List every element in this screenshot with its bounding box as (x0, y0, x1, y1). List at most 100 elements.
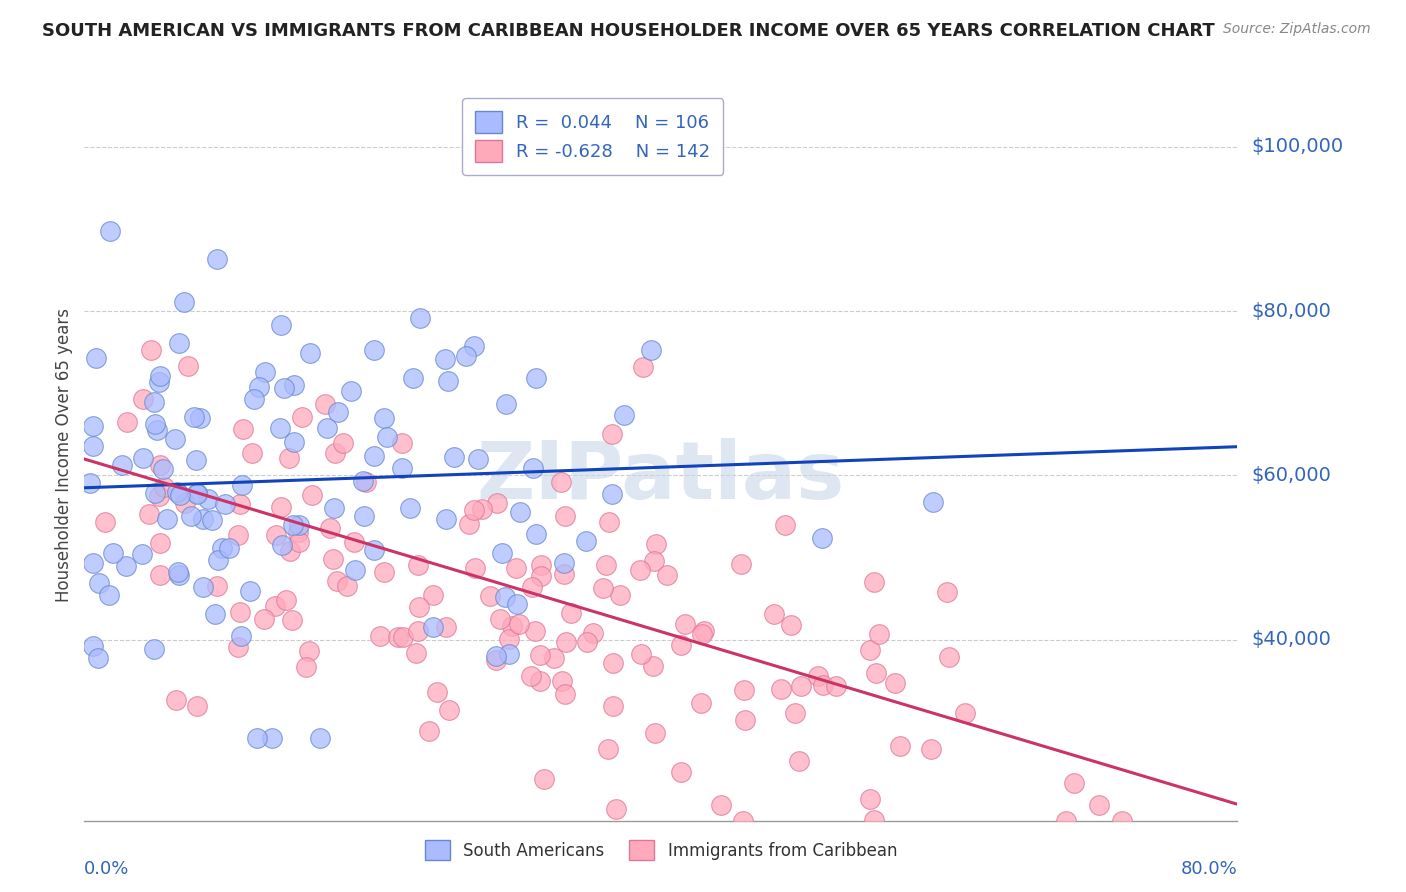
Point (520, 580, 543, 594)
Point (811, 531, 834, 545)
Point (240, 446, 263, 460)
Point (434, 512, 457, 526)
Point (79, 476, 101, 491)
Point (368, 628, 391, 642)
Point (454, 349, 477, 363)
Point (920, 741, 942, 756)
Point (529, 648, 551, 662)
Point (323, 500, 346, 515)
Point (734, 713, 756, 727)
Point (936, 585, 959, 599)
Point (1054, 814, 1077, 828)
Point (437, 703, 460, 717)
Point (551, 674, 574, 689)
Point (148, 489, 170, 503)
Point (464, 560, 486, 574)
Point (859, 643, 882, 657)
Point (434, 620, 457, 634)
Point (288, 517, 311, 532)
Point (479, 589, 502, 603)
Point (494, 591, 516, 605)
Point (201, 513, 224, 527)
Point (434, 352, 457, 367)
Point (522, 461, 544, 475)
Text: 0.0%: 0.0% (84, 860, 129, 878)
Point (186, 699, 208, 714)
Point (353, 509, 375, 524)
Point (301, 488, 323, 502)
Point (280, 544, 302, 558)
Point (508, 617, 530, 632)
Point (131, 451, 153, 466)
Point (938, 650, 960, 665)
Point (422, 588, 444, 602)
Point (529, 673, 551, 688)
Point (613, 409, 636, 423)
Point (111, 458, 134, 472)
Point (281, 518, 304, 533)
Point (524, 526, 547, 541)
Point (673, 616, 696, 631)
Point (291, 410, 314, 425)
Point (193, 580, 215, 594)
Text: ZIPatlas: ZIPatlas (477, 438, 845, 516)
Point (322, 552, 344, 566)
Point (149, 458, 172, 472)
Point (554, 635, 576, 649)
Point (264, 528, 287, 542)
Point (82, 556, 104, 570)
Point (363, 449, 385, 463)
Point (273, 381, 295, 395)
Point (173, 496, 195, 510)
Point (183, 410, 205, 425)
Point (166, 484, 188, 499)
Point (165, 693, 187, 707)
Point (204, 607, 226, 621)
Point (408, 600, 430, 615)
Point (710, 797, 733, 812)
Point (600, 486, 623, 500)
Point (602, 699, 624, 714)
Text: $80,000: $80,000 (1251, 301, 1331, 320)
Point (167, 567, 190, 582)
Point (811, 678, 834, 692)
Point (863, 813, 886, 827)
Point (231, 478, 253, 492)
Point (582, 626, 605, 640)
Point (730, 557, 752, 571)
Point (343, 563, 366, 577)
Point (132, 392, 155, 406)
Point (117, 416, 139, 430)
Point (463, 339, 485, 353)
Point (671, 638, 693, 652)
Point (332, 436, 354, 450)
Point (253, 365, 276, 379)
Point (173, 294, 195, 309)
Point (82, 418, 104, 433)
Point (1063, 776, 1085, 790)
Point (270, 318, 292, 333)
Point (530, 558, 553, 573)
Point (463, 503, 485, 517)
Point (863, 575, 886, 590)
Point (226, 528, 249, 542)
Point (491, 545, 513, 559)
Point (242, 392, 264, 406)
Point (657, 567, 679, 582)
Y-axis label: Householder Income Over 65 years: Householder Income Over 65 years (55, 308, 73, 602)
Point (883, 676, 905, 690)
Point (287, 534, 309, 549)
Point (406, 558, 429, 572)
Point (323, 446, 346, 460)
Point (592, 581, 614, 595)
Point (399, 500, 422, 515)
Point (865, 666, 887, 681)
Point (824, 679, 846, 693)
Point (485, 653, 508, 667)
Point (807, 669, 830, 683)
Point (326, 574, 349, 588)
Point (630, 647, 652, 661)
Point (141, 343, 163, 357)
Point (143, 485, 166, 500)
Point (790, 679, 813, 693)
